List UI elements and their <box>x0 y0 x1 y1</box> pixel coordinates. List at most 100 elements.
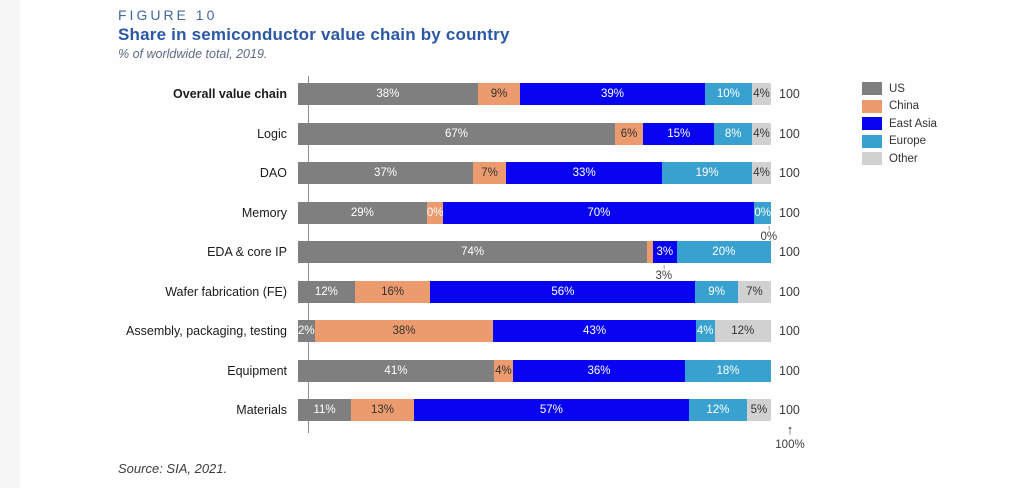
chart-row: Assembly, packaging, testing 2% 38% 43% 4% 12… <box>0 320 1032 342</box>
chart-row: Overall value chain 38% 9% 39% 10% 4% 100 <box>0 83 1032 105</box>
source-note: Source: SIA, 2021. <box>118 461 228 476</box>
chart-row: Wafer fabrication (FE) 12% 16% 56% 9% 7% 100 <box>0 280 1032 303</box>
segment-value-label: 5% <box>750 404 768 416</box>
stacked-bar: 2% 38% 43% 4% 12% <box>298 320 771 342</box>
segment-value-label: 13% <box>370 404 394 416</box>
stacked-bar: 41% 4% 36% 18% <box>298 359 771 382</box>
segment-value-label: 11% <box>313 404 336 416</box>
bar-segment: 38% <box>298 83 478 105</box>
row-total-label: 100 <box>779 166 800 180</box>
stacked-bar: 11% 13% 57% 12% 5% <box>298 399 771 421</box>
segment-value-label: 12% <box>314 285 338 298</box>
bar-segment: 57% <box>413 399 689 421</box>
bar-segment: 10% <box>704 83 753 105</box>
legend-item-europe: Europe <box>862 134 937 148</box>
bar-segment: 56% <box>430 280 696 303</box>
category-label: Memory <box>241 205 287 220</box>
bar-segment: 36% <box>513 359 685 382</box>
segment-value-label: 18% <box>716 364 740 377</box>
row-total-label: 100 <box>779 205 800 220</box>
row-total-label: 100 <box>779 363 800 378</box>
legend-label: China <box>889 100 920 112</box>
bar-segment: 7% <box>737 280 771 303</box>
row-total-label: 100 <box>779 403 800 417</box>
segment-value-label: 9% <box>708 285 725 298</box>
segment-value-label: 10% <box>716 88 740 100</box>
legend-label: Europe <box>889 135 927 147</box>
row-total-label: 100 <box>779 284 800 299</box>
bar-segment: 4% <box>695 320 715 342</box>
bar-segment <box>647 241 653 263</box>
bar-segment: 8% <box>714 122 753 145</box>
bar-segment: 5% <box>746 399 771 421</box>
bar-segment: 3% <box>653 241 677 263</box>
segment-value-label: 43% <box>583 325 607 337</box>
segment-value-label: 8% <box>724 127 742 140</box>
bar-segment: 29% <box>298 201 427 224</box>
segment-value-label: 0% <box>754 206 771 219</box>
category-label: Equipment <box>227 363 287 378</box>
page-margin <box>0 0 20 488</box>
segment-value-label: 4% <box>753 88 770 100</box>
category-label: Logic <box>257 126 287 141</box>
segment-value-label: 20% <box>712 246 736 258</box>
segment-value-label: 38% <box>376 88 400 100</box>
category-label: Wafer fabrication (FE) <box>165 284 287 299</box>
category-label: Overall value chain <box>173 87 287 101</box>
bar-segment: 2% <box>298 320 315 342</box>
row-total-label: 100 <box>779 126 800 141</box>
callout-label: 0% <box>760 226 777 243</box>
segment-value-label: 57% <box>539 404 563 416</box>
category-label: EDA & core IP <box>207 245 287 259</box>
bar-segment: 15% <box>643 122 715 145</box>
legend-item-us: US <box>862 82 937 95</box>
segment-value-label: 15% <box>667 127 691 140</box>
segment-value-label: 7% <box>481 167 498 179</box>
bar-segment: 19% <box>662 162 753 184</box>
stacked-bar: 37% 7% 33% 19% 4% <box>298 162 772 184</box>
legend-item-other: Other <box>862 152 937 165</box>
bar-segment: 38% <box>314 320 494 342</box>
segment-value-label: 3% <box>656 246 674 258</box>
bar-segment: 74% <box>298 241 648 263</box>
legend-swatch <box>862 134 882 148</box>
segment-value-label: 6% <box>620 127 638 140</box>
stacked-bar: 67% 6% 15% 8% 4% <box>298 122 771 145</box>
segment-value-label: 4% <box>753 167 770 179</box>
bar-segment: 4% <box>752 162 772 184</box>
chart-row: Memory 29% 0% 70% 0% 100 0% <box>0 201 1032 243</box>
bar-segment: 33% <box>506 162 663 184</box>
legend-swatch <box>862 152 882 165</box>
up-arrow-icon: ↑ <box>786 422 794 437</box>
segment-value-label: 70% <box>587 206 611 219</box>
bar-segment: 12% <box>298 280 355 303</box>
chart-subtitle: % of worldwide total, 2019. <box>118 47 268 61</box>
bar-segment: 18% <box>685 359 771 382</box>
segment-value-label: 2% <box>298 325 315 337</box>
segment-value-label: 36% <box>587 364 611 377</box>
segment-value-label: 33% <box>572 167 596 179</box>
stacked-bar: 29% 0% 70% 0% <box>298 201 771 224</box>
bar-segment: 7% <box>473 162 507 184</box>
segment-value-label: 56% <box>551 285 575 298</box>
legend-item-china: China <box>862 99 937 113</box>
segment-value-label: 38% <box>392 325 416 337</box>
bar-segment: 13% <box>351 399 414 421</box>
chart-legend: US China East Asia Europe Other <box>862 82 937 170</box>
stacked-bar: 12% 16% 56% 9% 7% <box>298 280 771 303</box>
bar-segment: 12% <box>714 320 771 342</box>
legend-swatch <box>862 117 882 130</box>
category-label: Materials <box>236 403 287 417</box>
row-total-label: 100 <box>779 324 800 338</box>
segment-value-label: 67% <box>444 127 468 140</box>
segment-value-label: 19% <box>695 167 719 179</box>
bar-segment: 9% <box>477 83 521 105</box>
callout-label: 3% <box>655 265 672 282</box>
bar-segment: 39% <box>520 83 705 105</box>
segment-value-label: 4% <box>696 325 714 337</box>
chart-row: DAO 37% 7% 33% 19% 4% 100 <box>0 162 1032 184</box>
legend-label: US <box>889 82 905 95</box>
legend-swatch <box>862 82 882 95</box>
legend-item-east-asia: East Asia <box>862 117 937 130</box>
bar-segment: 4% <box>752 83 771 105</box>
